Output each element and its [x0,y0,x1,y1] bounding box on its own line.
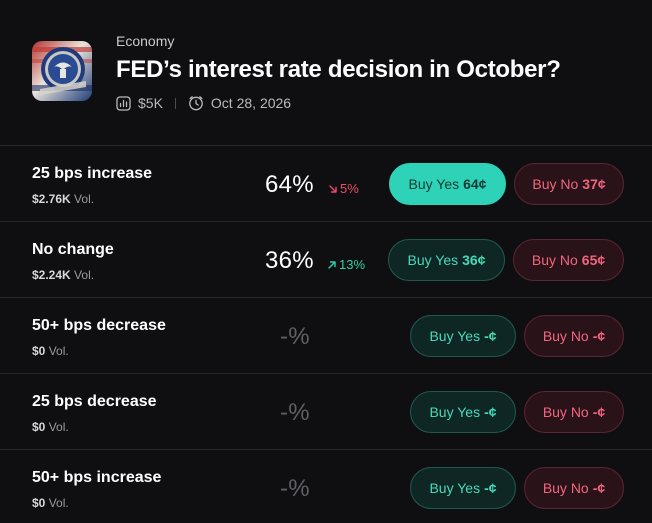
buy-no-price: 65¢ [581,252,606,268]
market-meta: $5K Oct 28, 2026 [116,94,291,112]
market-end-date: Oct 28, 2026 [188,95,291,111]
outcome-volume-value: $0 [32,420,46,434]
outcome-name: 50+ bps increase [32,469,162,486]
buy-yes-button[interactable]: Buy Yes -¢ [410,391,516,433]
outcome-volume: $0 Vol. [32,496,69,510]
buy-yes-label: Buy Yes [407,252,459,268]
buy-yes-button[interactable]: Buy Yes 36¢ [388,239,505,281]
outcome-percent: -% [280,399,310,426]
outcome-volume: $2.24K Vol. [32,268,94,282]
outcome-volume-value: $0 [32,496,46,510]
outcome-name: 25 bps increase [32,165,153,182]
outcome-volume-value: $2.24K [32,268,71,282]
outcome-change-value: 13% [339,257,366,272]
clock-icon [188,95,204,111]
buy-no-button[interactable]: Buy No -¢ [524,467,624,509]
outcome-volume-suffix: Vol. [48,344,69,358]
market-title: FED’s interest rate decision in October? [116,56,561,83]
buy-no-label: Buy No [531,252,578,268]
buy-yes-label: Buy Yes [429,328,481,344]
buy-yes-price: -¢ [484,404,497,420]
buy-no-price: -¢ [592,480,606,496]
market-end-date-value: Oct 28, 2026 [210,95,292,111]
buy-yes-price: 64¢ [463,176,487,192]
buy-no-button[interactable]: Buy No 37¢ [514,163,624,205]
buy-no-label: Buy No [532,176,579,192]
outcome-percent: 64% [265,171,314,198]
buy-yes-button[interactable]: Buy Yes 64¢ [389,163,506,205]
outcome-percent: 36% [265,247,314,274]
arrow-up-right-icon [328,260,336,269]
federal-reserve-seal-icon [32,41,92,101]
bar-chart-icon [116,95,131,111]
buy-no-label: Buy No [542,404,589,420]
buy-yes-button[interactable]: Buy Yes -¢ [410,467,516,509]
outcome-name: 50+ bps decrease [32,317,166,334]
outcome-name: No change [32,241,114,258]
market-category[interactable]: Economy [116,33,175,49]
outcome-row[interactable]: 50+ bps increase $0 Vol. -% Buy Yes -¢ Bu… [0,449,652,523]
buy-no-button[interactable]: Buy No -¢ [524,315,624,357]
outcome-volume-value: $0 [32,344,46,358]
meta-divider [174,97,176,109]
outcome-volume-suffix: Vol. [48,420,69,434]
outcome-name: 25 bps decrease [32,393,157,410]
outcome-percent: -% [280,323,310,350]
buy-no-label: Buy No [542,480,589,496]
buy-no-label: Buy No [542,328,589,344]
buy-yes-label: Buy Yes [429,480,481,496]
buy-yes-label: Buy Yes [408,176,460,192]
outcome-change: 13% [327,257,365,272]
outcome-volume: $0 Vol. [32,344,69,358]
arrow-down-right-icon [329,184,337,193]
outcome-list: 25 bps increase $2.76K Vol. 64% 5% Buy Y… [0,145,652,523]
outcome-row[interactable]: No change $2.24K Vol. 36% 13% Buy Yes 36¢… [0,221,652,297]
buy-yes-price: -¢ [484,328,497,344]
outcome-volume-suffix: Vol. [48,496,69,510]
market-volume: $5K [116,95,163,111]
outcome-row[interactable]: 25 bps decrease $0 Vol. -% Buy Yes -¢ Buy… [0,373,652,449]
market-header: Economy FED’s interest rate decision in … [0,0,652,146]
outcome-row[interactable]: 50+ bps decrease $0 Vol. -% Buy Yes -¢ Bu… [0,297,652,373]
buy-yes-label: Buy Yes [429,404,481,420]
buy-no-price: 37¢ [582,176,606,192]
buy-no-price: -¢ [592,328,606,344]
outcome-change-value: 5% [340,181,359,196]
buy-no-price: -¢ [592,404,606,420]
outcome-change: 5% [328,181,359,196]
buy-yes-price: -¢ [484,480,497,496]
buy-yes-button[interactable]: Buy Yes -¢ [410,315,516,357]
buy-no-button[interactable]: Buy No -¢ [524,391,624,433]
outcome-row[interactable]: 25 bps increase $2.76K Vol. 64% 5% Buy Y… [0,145,652,221]
outcome-percent: -% [280,475,310,502]
buy-yes-price: 36¢ [462,252,486,268]
outcome-volume-suffix: Vol. [74,192,95,206]
outcome-volume: $0 Vol. [32,420,69,434]
buy-no-button[interactable]: Buy No 65¢ [513,239,624,281]
outcome-volume-value: $2.76K [32,192,71,206]
outcome-volume: $2.76K Vol. [32,192,94,206]
outcome-volume-suffix: Vol. [74,268,95,282]
market-volume-value: $5K [138,95,163,111]
